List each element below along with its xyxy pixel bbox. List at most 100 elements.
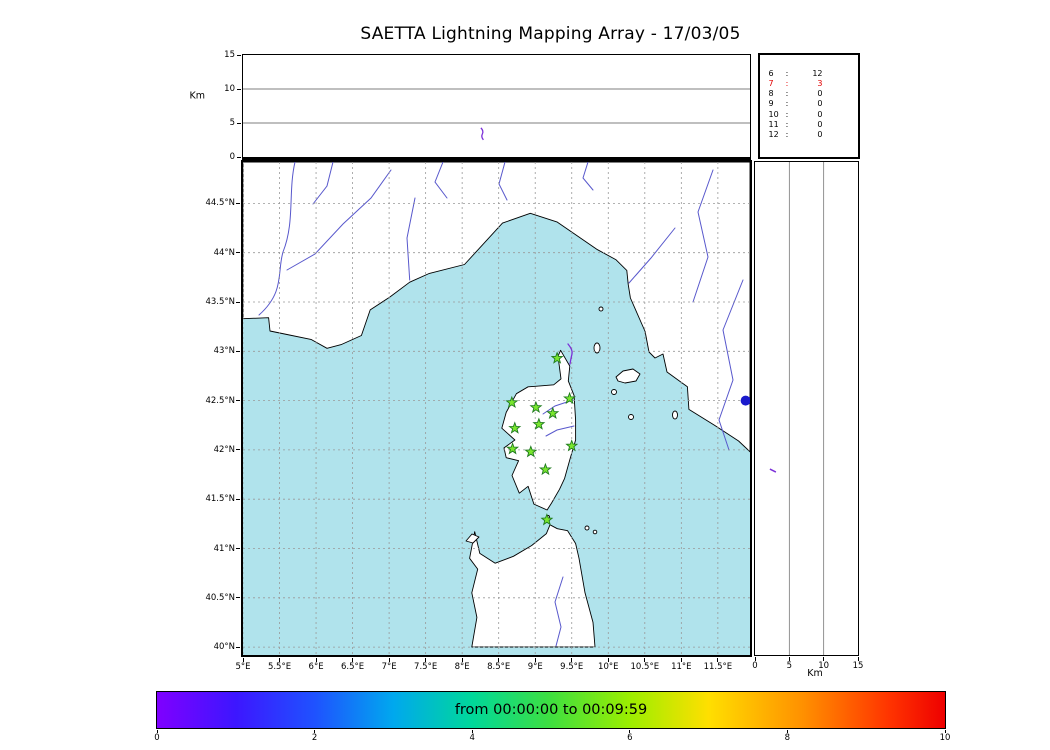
lon-tick-label: 9.5°E [560,661,584,672]
tick-mark [352,657,354,662]
station-source-count: 0 [817,130,823,140]
lightning-source-dot [740,395,750,406]
river [553,576,563,646]
lat-tick-label: 43.5°N [205,297,235,307]
tick-mark [388,657,390,662]
lma-station-star-icon [505,441,519,454]
station-source-count: 0 [817,99,823,109]
tick-mark [534,657,536,662]
separator: : [785,89,789,99]
altitude-vs-latitude-plot [769,162,825,655]
tick-mark [236,122,241,124]
lon-tick-label: 10.5°E [630,661,660,672]
station-id: 8 [768,89,774,99]
corsica-island [500,349,576,510]
lon-tick-label: 10°E [598,661,619,672]
asinara-island [465,533,479,543]
station-source-count: 0 [817,119,823,129]
lon-tick-label: 6.5°E [341,661,365,672]
altitude-ytick-label: 5 [229,118,235,128]
lon-tick-label: 8.5°E [487,661,511,672]
separator: : [785,99,789,109]
station-id: 6 [768,68,774,78]
tick-mark [236,646,240,648]
separator: : [785,78,789,88]
lat-tick-label: 40.5°N [205,592,235,603]
station-count-row: 10: 0 [760,110,858,120]
map-panel [240,159,752,657]
lon-tick-label: 5°E [235,661,251,672]
right-xtick-label: 5 [786,661,793,671]
tick-mark [788,657,790,661]
lat-tick-label: 40°N [213,642,235,653]
altitude-vs-longitude-plot [242,88,750,140]
lma-station-star-icon [539,512,553,525]
lat-tick-label: 44°N [213,247,235,258]
right-axis-label: Km [807,668,823,679]
tick-mark [754,657,756,661]
station-count-row: 7: 3 [760,79,858,89]
lma-station-star-icon [538,462,552,475]
tick-mark [236,498,240,500]
lightning-trace-altitude [479,126,484,140]
lon-tick-label: 7°E [381,661,397,672]
lon-tick-label: 9°E [527,661,543,672]
river [545,425,574,436]
tick-mark [315,657,317,662]
right-xtick-label: 15 [852,661,864,671]
altitude-ytick-label: 0 [229,152,235,162]
tick-mark [236,54,241,56]
separator: : [785,68,789,78]
river [628,227,675,283]
tick-mark [314,729,316,733]
altitude-vs-longitude-panel [241,53,751,160]
lat-tick-label: 43°N [213,346,235,357]
lma-station-star-icon [550,350,564,364]
elba-island [615,368,640,383]
altitude-axis-label: Km [189,90,205,102]
station-count-row: 8: 0 [760,89,858,99]
lightning-sources [566,342,750,406]
tick-mark [680,657,682,662]
lma-station-markers [504,350,578,525]
lightning-trace [566,342,573,365]
colorbar-tick-label: 10 [939,733,951,743]
station-count-row: 12: 0 [760,130,858,140]
altitude-ytick-label: 15 [224,50,235,60]
lat-tick-label: 41.5°N [205,494,235,505]
lon-tick-label: 6°E [308,661,324,672]
station-source-count: 0 [817,109,823,119]
station-source-count: 12 [812,68,823,78]
tick-mark [857,657,859,661]
tick-mark [425,657,427,662]
river [405,197,415,280]
station-id: 10 [768,109,779,119]
mainland-coast [242,161,750,452]
river [312,161,333,204]
station-source-count: 0 [817,89,823,99]
tick-mark [156,729,158,733]
sardinia-island [468,523,595,647]
time-colorbar: from 00:00:00 to 00:09:59 [156,691,946,729]
colorbar-tick-label: 0 [154,733,160,743]
tick-mark [607,657,609,662]
landmasses [242,161,750,647]
altitude-ytick-label: 10 [224,84,235,94]
lon-tick-label: 7.5°E [414,661,438,672]
tick-mark [644,657,646,662]
tick-mark [236,597,240,599]
lma-station-star-icon [504,395,518,408]
lma-station-star-icon [507,420,521,434]
station-id: 9 [768,99,774,109]
time-range-label: from 00:00:00 to 00:09:59 [454,702,648,718]
tick-mark [823,657,825,661]
station-count-row: 9: 0 [760,99,858,109]
maddalena-island [584,525,589,530]
tick-mark [236,400,240,402]
geographic-map [242,161,750,655]
tick-mark [242,657,244,662]
lightning-trace-latitude [769,468,777,473]
river [286,169,391,270]
tick-mark [279,657,281,662]
